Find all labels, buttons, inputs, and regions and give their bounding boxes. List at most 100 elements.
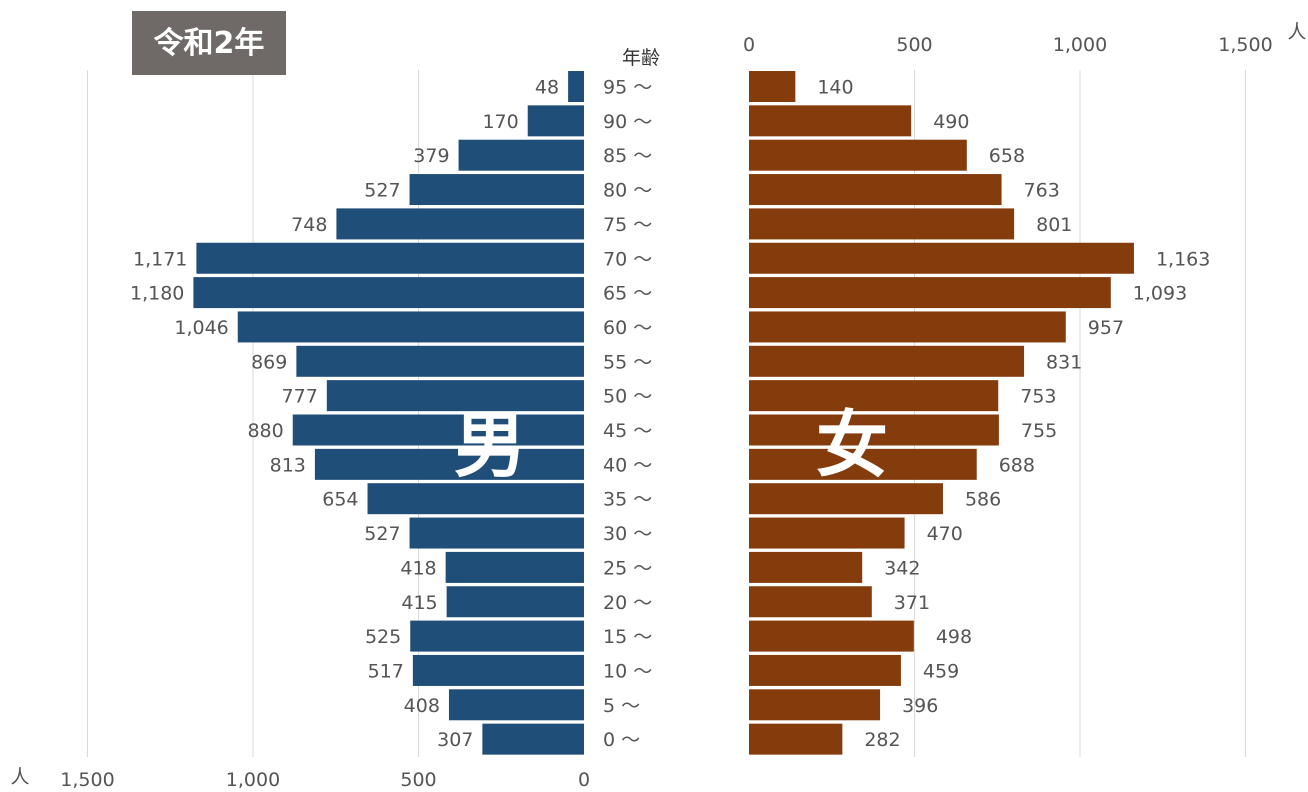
female-bar bbox=[749, 71, 796, 102]
female-value-label: 753 bbox=[1020, 386, 1056, 408]
female-bar bbox=[749, 654, 901, 686]
age-group-label: 55 ～ bbox=[603, 351, 652, 373]
female-bar bbox=[749, 105, 912, 137]
female-bar bbox=[749, 414, 999, 446]
male-bar bbox=[296, 345, 584, 377]
male-value-label: 748 bbox=[291, 214, 327, 236]
age-group-label: 35 ～ bbox=[603, 489, 652, 511]
age-group-label: 95 ～ bbox=[603, 77, 652, 99]
female-value-label: 586 bbox=[965, 489, 1001, 511]
female-bar bbox=[749, 311, 1066, 343]
female-value-label: 371 bbox=[894, 592, 930, 614]
male-bar bbox=[568, 71, 584, 102]
female-axis-unit: 人 bbox=[1287, 21, 1306, 43]
age-group-label: 85 ～ bbox=[603, 145, 652, 167]
age-group-label: 90 ～ bbox=[603, 111, 652, 133]
age-group-label: 45 ～ bbox=[603, 420, 652, 442]
age-group-label: 25 ～ bbox=[603, 557, 652, 579]
male-axis-tick-label: 0 bbox=[578, 769, 590, 791]
age-group-label: 30 ～ bbox=[603, 523, 652, 545]
female-value-label: 282 bbox=[864, 729, 900, 751]
female-value-label: 396 bbox=[902, 695, 938, 717]
male-bar bbox=[412, 654, 584, 686]
male-bar bbox=[314, 448, 584, 480]
male-value-label: 813 bbox=[270, 454, 306, 476]
male-axis-tick-label: 1,000 bbox=[226, 769, 280, 791]
female-bar bbox=[749, 483, 943, 515]
female-bar bbox=[749, 723, 843, 755]
age-group-label: 0 ～ bbox=[603, 729, 640, 751]
female-axis-tick-label: 0 bbox=[743, 34, 755, 56]
male-bar bbox=[367, 483, 584, 515]
female-bar bbox=[749, 586, 872, 618]
female-bar bbox=[749, 517, 905, 549]
male-axis-tick-label: 1,500 bbox=[60, 769, 114, 791]
female-value-label: 755 bbox=[1021, 420, 1057, 442]
male-bar bbox=[326, 380, 584, 412]
female-bar bbox=[749, 689, 881, 721]
male-value-label: 525 bbox=[365, 626, 401, 648]
male-bar bbox=[410, 620, 584, 652]
female-value-label: 801 bbox=[1036, 214, 1072, 236]
female-bar bbox=[749, 448, 977, 480]
female-value-label: 498 bbox=[936, 626, 972, 648]
female-bar bbox=[749, 139, 967, 171]
female-bar bbox=[749, 620, 914, 652]
female-axis-tick-label: 1,500 bbox=[1218, 34, 1272, 56]
age-group-label: 70 ～ bbox=[603, 248, 652, 270]
female-value-label: 831 bbox=[1046, 351, 1082, 373]
female-bar bbox=[749, 174, 1002, 206]
male-value-label: 527 bbox=[364, 180, 400, 202]
gridlines bbox=[87, 70, 1246, 757]
male-value-label: 418 bbox=[400, 557, 436, 579]
male-bar bbox=[336, 208, 584, 240]
male-bar bbox=[292, 414, 584, 446]
male-value-label: 415 bbox=[401, 592, 437, 614]
age-group-label: 10 ～ bbox=[603, 660, 652, 682]
age-axis-header: 年齢 bbox=[622, 47, 660, 69]
female-bar bbox=[749, 551, 863, 583]
male-bar bbox=[448, 689, 584, 721]
male-value-label: 408 bbox=[404, 695, 440, 717]
male-value-label: 48 bbox=[535, 77, 559, 99]
male-value-label: 527 bbox=[364, 523, 400, 545]
male-value-label: 517 bbox=[368, 660, 404, 682]
male-value-label: 654 bbox=[322, 489, 358, 511]
age-group-label: 75 ～ bbox=[603, 214, 652, 236]
female-value-label: 490 bbox=[933, 111, 969, 133]
female-axis-tick-label: 500 bbox=[896, 34, 932, 56]
female-axis-tick-label: 1,000 bbox=[1053, 34, 1107, 56]
data-labels: 95 ～ 48 140 90 ～ 170 490 85 ～ 379 658 80 ～ 527 763 7… bbox=[130, 77, 1210, 752]
female-label: 女 bbox=[816, 403, 888, 487]
female-value-label: 957 bbox=[1088, 317, 1124, 339]
male-value-label: 869 bbox=[251, 351, 287, 373]
age-group-label: 65 ～ bbox=[603, 283, 652, 305]
male-value-label: 1,046 bbox=[174, 317, 228, 339]
female-bar bbox=[749, 208, 1015, 240]
male-bar bbox=[409, 174, 584, 206]
male-value-label: 307 bbox=[437, 729, 473, 751]
era-badge: 令和2年 bbox=[132, 11, 286, 75]
male-bar bbox=[445, 551, 584, 583]
female-bar bbox=[749, 277, 1111, 309]
female-value-label: 1,093 bbox=[1133, 283, 1187, 305]
female-bar bbox=[749, 345, 1025, 377]
female-bar bbox=[749, 380, 999, 412]
female-value-label: 470 bbox=[927, 523, 963, 545]
male-value-label: 777 bbox=[282, 386, 318, 408]
age-group-label: 5 ～ bbox=[603, 695, 640, 717]
era-label: 令和2年 bbox=[154, 26, 265, 61]
era-badge-background bbox=[132, 11, 286, 75]
male-value-label: 880 bbox=[247, 420, 283, 442]
female-value-label: 763 bbox=[1024, 180, 1060, 202]
male-bar bbox=[409, 517, 584, 549]
age-group-label: 40 ～ bbox=[603, 454, 652, 476]
age-group-label: 15 ～ bbox=[603, 626, 652, 648]
male-value-label: 1,180 bbox=[130, 283, 184, 305]
age-group-label: 50 ～ bbox=[603, 386, 652, 408]
female-value-label: 459 bbox=[923, 660, 959, 682]
male-axis-tick-label: 500 bbox=[400, 769, 436, 791]
female-value-label: 1,163 bbox=[1156, 248, 1210, 270]
male-label: 男 bbox=[454, 403, 526, 487]
female-value-label: 688 bbox=[999, 454, 1035, 476]
